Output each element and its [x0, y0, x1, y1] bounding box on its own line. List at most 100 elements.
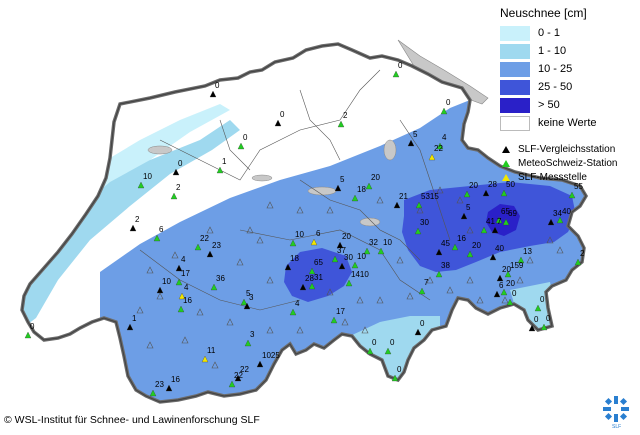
station-marker-icon [172, 168, 180, 176]
legend-station-label: MeteoSchweiz-Station [518, 157, 618, 169]
station-marker-outline-icon [526, 256, 534, 264]
station-value-label: 4 [442, 133, 447, 142]
station-value-label: 65 [314, 258, 323, 267]
station-marker-icon [451, 243, 459, 251]
station-marker-icon [436, 142, 444, 150]
station-value-label: 2 [580, 249, 585, 258]
station-markers [24, 70, 582, 397]
legend-swatch [500, 25, 530, 41]
station-marker-icon [517, 256, 525, 264]
station-marker-icon [345, 279, 353, 287]
station-marker-icon [556, 216, 564, 224]
station-value-label: 20 [371, 173, 380, 182]
station-marker-outline-icon [466, 276, 474, 284]
station-marker-outline-icon [156, 292, 164, 300]
station-marker-outline-icon [246, 226, 254, 234]
station-marker-icon [284, 263, 292, 271]
legend-swatch [500, 79, 530, 95]
station-value-label: 55 [574, 182, 583, 191]
station-marker-icon [491, 226, 499, 234]
legend-title: Neuschnee [cm] [500, 6, 587, 20]
station-value-label: 38 [441, 261, 450, 270]
station-value-label: 1025 [262, 351, 280, 360]
triangle-icon [502, 145, 510, 153]
station-marker-icon [500, 189, 508, 197]
station-marker-outline-icon [546, 236, 554, 244]
station-marker-outline-icon [236, 258, 244, 266]
station-value-label: 18 [290, 254, 299, 263]
station-value-label: 40 [562, 207, 571, 216]
legend-swatch [500, 115, 530, 131]
station-marker-icon [216, 166, 224, 174]
legend-swatch [500, 97, 530, 113]
station-value-label: 0 [534, 315, 539, 324]
station-marker-icon [393, 201, 401, 209]
station-marker-outline-icon [211, 361, 219, 369]
station-value-label: 22 [234, 371, 243, 380]
station-marker-icon [308, 282, 316, 290]
station-value-label: 6 [316, 229, 321, 238]
station-value-label: 0 [512, 289, 517, 298]
legend-class-row: 1 - 10 [500, 42, 636, 60]
station-marker-icon [506, 298, 514, 306]
station-value-label: 6 [159, 225, 164, 234]
station-marker-icon [338, 262, 346, 270]
station-value-label: 0 [398, 61, 403, 70]
station-value-label: 69 [508, 209, 517, 218]
station-value-label: 31 [314, 273, 323, 282]
station-value-label: 23 [212, 241, 221, 250]
station-marker-icon [274, 119, 282, 127]
station-marker-icon [428, 153, 436, 161]
station-value-label: 10 [357, 252, 366, 261]
station-marker-icon [504, 270, 512, 278]
triangle-icon [502, 159, 510, 167]
station-marker-icon [289, 308, 297, 316]
station-marker-icon [170, 192, 178, 200]
legend-station-label: SLF-Vergleichsstation [518, 143, 616, 155]
station-value-label: 10 [162, 277, 171, 286]
legend-class-label: 0 - 1 [538, 27, 561, 39]
station-marker-icon [330, 316, 338, 324]
station-marker-outline-icon [296, 206, 304, 214]
station-marker-icon [351, 194, 359, 202]
station-marker-icon [178, 292, 186, 300]
station-value-label: 50 [506, 180, 515, 189]
station-marker-icon [489, 253, 497, 261]
station-value-label: 41 [486, 217, 495, 226]
station-value-label: 0 [540, 295, 545, 304]
station-value-label: 17 [181, 269, 190, 278]
copyright-text: © WSL-Institut für Schnee- und Lawinenfo… [4, 414, 260, 426]
station-marker-icon [310, 238, 318, 246]
station-marker-icon [244, 339, 252, 347]
station-value-label: 0 [397, 365, 402, 374]
station-marker-icon [540, 323, 548, 331]
legend-class-label: 25 - 50 [538, 81, 573, 93]
station-marker-icon [234, 374, 242, 382]
station-marker-outline-icon [171, 251, 179, 259]
station-marker-outline-icon [296, 326, 304, 334]
station-marker-icon [418, 287, 426, 295]
station-marker-icon [528, 324, 536, 332]
station-marker-icon [463, 190, 471, 198]
station-value-label: 28 [488, 180, 497, 189]
station-value-label: 11 [207, 346, 216, 355]
station-value-label: 20 [506, 279, 515, 288]
station-marker-icon [228, 380, 236, 388]
station-marker-icon [414, 328, 422, 336]
station-value-label: 16 [171, 375, 180, 384]
station-marker-icon [392, 70, 400, 78]
station-marker-outline-icon [356, 296, 364, 304]
station-marker-icon [482, 189, 490, 197]
station-marker-icon [435, 248, 443, 256]
station-marker-outline-icon [396, 256, 404, 264]
station-marker-outline-icon [256, 236, 264, 244]
station-marker-icon [568, 191, 576, 199]
station-marker-icon [210, 283, 218, 291]
station-marker-icon [460, 212, 468, 220]
station-value-label: 1 [132, 314, 137, 323]
station-marker-icon [129, 224, 137, 232]
station-value-label: 0 [420, 319, 425, 328]
station-marker-outline-icon [376, 196, 384, 204]
legend-class-row: 0 - 1 [500, 24, 636, 42]
station-marker-outline-icon [556, 246, 564, 254]
